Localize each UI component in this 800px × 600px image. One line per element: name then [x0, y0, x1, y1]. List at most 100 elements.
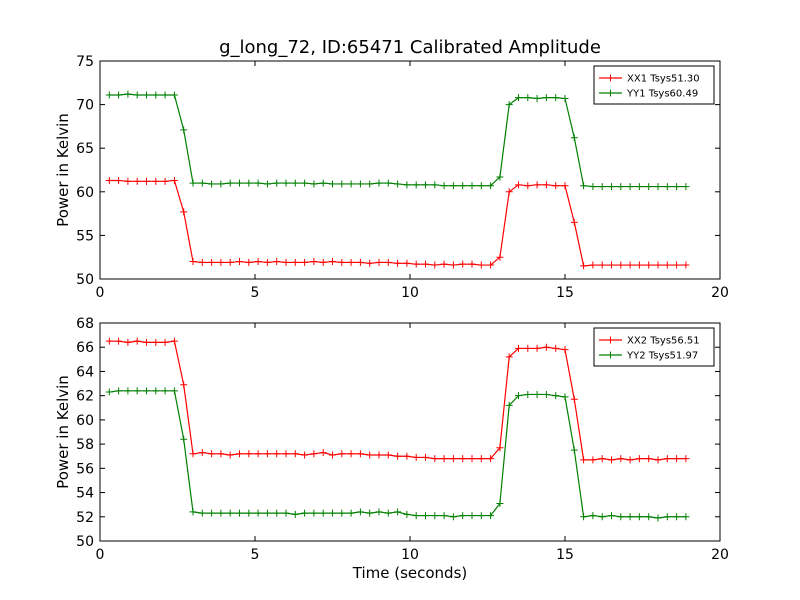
data-point: [319, 179, 327, 187]
data-point: [347, 258, 355, 266]
data-point: [245, 450, 253, 458]
data-point: [533, 390, 541, 398]
data-point: [412, 453, 420, 461]
data-point: [133, 337, 141, 345]
data-point: [598, 183, 606, 191]
data-point: [496, 444, 504, 452]
data-point: [422, 181, 429, 189]
data-point: [208, 450, 216, 458]
x-tick-label: 0: [96, 285, 105, 301]
data-point: [589, 183, 597, 191]
x-tick-label: 5: [251, 285, 260, 301]
y-tick-label: 50: [76, 534, 94, 550]
y-tick-label: 75: [76, 54, 94, 70]
data-point: [496, 253, 504, 261]
data-point: [105, 176, 113, 184]
data-point: [552, 344, 560, 352]
data-point: [282, 450, 290, 458]
data-point: [570, 134, 578, 142]
data-point: [291, 510, 299, 518]
x-tick-label: 15: [556, 285, 574, 301]
data-point: [375, 508, 383, 516]
x-tick-label: 10: [401, 285, 419, 301]
data-point: [170, 176, 178, 184]
data-point: [468, 182, 476, 190]
data-point: [291, 179, 299, 187]
data-point: [598, 261, 606, 269]
data-point: [329, 180, 336, 188]
data-point: [570, 218, 578, 226]
data-point: [477, 261, 485, 269]
x-tick-label: 10: [401, 547, 419, 563]
data-point: [505, 101, 513, 109]
data-point: [161, 177, 169, 185]
data-point: [208, 509, 216, 517]
data-point: [254, 509, 262, 517]
data-point: [263, 509, 271, 517]
data-point: [170, 387, 178, 395]
data-point: [170, 91, 178, 99]
data-point: [273, 509, 281, 517]
y-tick-label: 70: [76, 98, 94, 114]
data-point: [366, 180, 374, 188]
data-point: [505, 353, 513, 361]
data-point: [608, 512, 615, 520]
data-point: [468, 512, 476, 520]
data-point: [673, 183, 681, 191]
data-point: [282, 179, 290, 187]
data-point: [580, 182, 588, 190]
data-point: [319, 509, 327, 517]
data-point: [524, 182, 532, 190]
data-point: [105, 337, 113, 345]
legend-label: YY2 Tsys51.97: [626, 351, 698, 362]
data-point: [561, 346, 569, 354]
data-point: [626, 183, 634, 191]
data-point: [617, 513, 625, 521]
data-point: [189, 450, 197, 458]
data-point: [189, 179, 197, 187]
data-point: [515, 94, 522, 102]
data-point: [301, 509, 309, 517]
legend-marker: [607, 351, 614, 359]
data-point: [477, 512, 485, 520]
data-point: [449, 455, 457, 463]
data-point: [682, 183, 690, 191]
data-point: [180, 435, 188, 443]
data-point: [487, 455, 495, 463]
data-point: [226, 179, 234, 187]
data-point: [552, 94, 560, 102]
data-point: [496, 499, 504, 507]
data-point: [422, 260, 429, 268]
data-point: [552, 182, 560, 190]
data-point: [533, 344, 541, 352]
data-point: [459, 182, 467, 190]
data-point: [143, 387, 150, 395]
data-point: [189, 508, 197, 516]
y-tick-label: 54: [76, 486, 94, 502]
data-point: [654, 456, 662, 464]
data-point: [682, 513, 690, 521]
data-point: [515, 344, 522, 352]
data-point: [366, 509, 374, 517]
data-point: [542, 343, 550, 351]
data-point: [198, 509, 206, 517]
data-point: [301, 451, 309, 459]
data-point: [254, 450, 262, 458]
data-point: [375, 258, 383, 266]
data-point: [626, 456, 634, 464]
data-point: [375, 451, 383, 459]
data-point: [152, 387, 160, 395]
data-point: [403, 181, 411, 189]
data-point: [263, 450, 271, 458]
data-point: [570, 446, 578, 454]
data-point: [291, 258, 299, 266]
data-point: [645, 455, 653, 463]
data-point: [384, 451, 392, 459]
y-tick-label: 65: [76, 141, 94, 157]
data-point: [115, 387, 123, 395]
x-tick-label: 5: [251, 547, 260, 563]
data-point: [105, 388, 113, 396]
data-point: [180, 381, 188, 389]
legend-label: XX1 Tsys51.30: [627, 74, 700, 85]
data-point: [245, 179, 253, 187]
